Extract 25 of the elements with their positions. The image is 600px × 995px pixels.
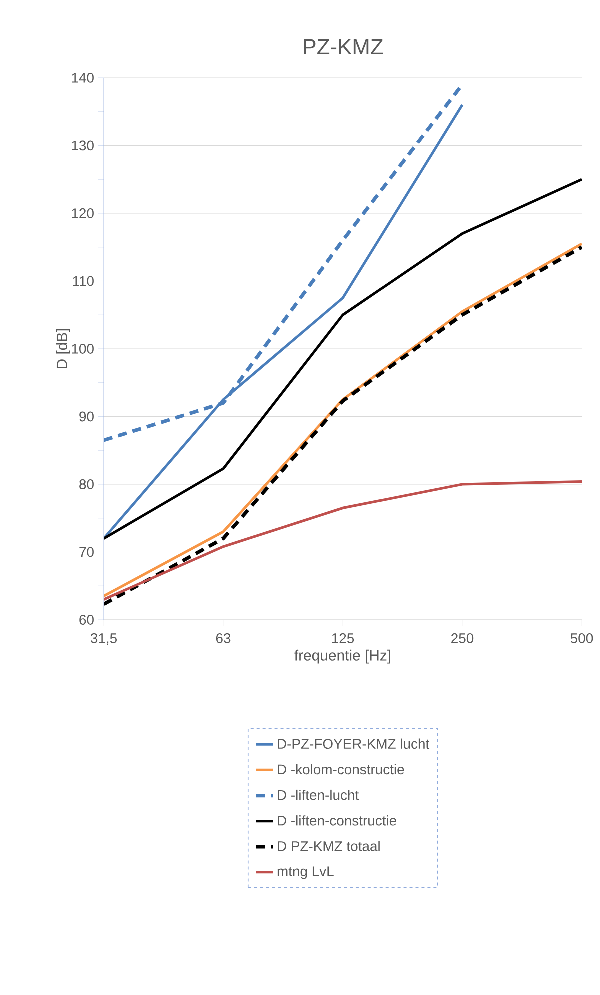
y-tick-label: 130 bbox=[72, 140, 94, 151]
x-tick-label: 31,5 bbox=[90, 634, 117, 646]
y-tick-label: 60 bbox=[80, 615, 94, 625]
x-tick-label: 125 bbox=[332, 634, 354, 644]
y-axis-title: D [dB] bbox=[56, 329, 70, 369]
legend-label: D PZ-KMZ totaal bbox=[278, 841, 380, 852]
legend-label: D -kolom-constructie bbox=[278, 764, 404, 775]
y-tick-label: 110 bbox=[73, 276, 94, 286]
x-axis-title: frequentie [Hz] bbox=[294, 650, 390, 664]
line-series bbox=[104, 480, 582, 601]
x-tick-label: 63 bbox=[216, 634, 231, 644]
line-series bbox=[104, 178, 582, 540]
legend-label: mtng LvL bbox=[278, 866, 334, 880]
y-tick-label: 90 bbox=[80, 412, 94, 422]
x-tick-label: 250 bbox=[452, 634, 474, 644]
x-tick-label: 500 bbox=[570, 634, 594, 644]
y-tick-label: 100 bbox=[72, 344, 94, 354]
y-tick-label: 120 bbox=[72, 208, 94, 218]
chart-title: PZ-KMZ bbox=[304, 39, 384, 54]
y-tick-label: 70 bbox=[80, 547, 94, 558]
y-tick-label: 140 bbox=[72, 73, 94, 83]
legend-label: D-PZ-FOYER-KMZ lucht bbox=[278, 738, 430, 750]
legend-label: D -liften-lucht bbox=[278, 790, 360, 800]
y-tick-label: 80 bbox=[80, 480, 94, 490]
legend-label: D -liften-constructie bbox=[278, 816, 396, 826]
